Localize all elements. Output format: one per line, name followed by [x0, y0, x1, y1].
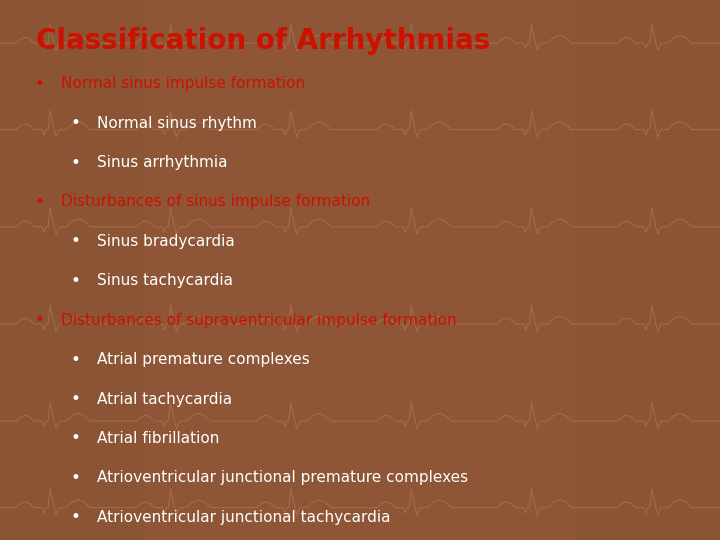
Text: •: • — [71, 429, 81, 448]
Text: •: • — [71, 153, 81, 172]
Text: •: • — [71, 350, 81, 369]
Text: Normal sinus rhythm: Normal sinus rhythm — [97, 116, 257, 131]
Text: •: • — [35, 311, 45, 329]
Text: Sinus arrhythmia: Sinus arrhythmia — [97, 155, 228, 170]
Text: •: • — [71, 390, 81, 408]
Text: •: • — [71, 469, 81, 487]
Text: Atrioventricular junctional tachycardia: Atrioventricular junctional tachycardia — [97, 510, 391, 525]
Text: •: • — [71, 232, 81, 251]
Text: Atrial tachycardia: Atrial tachycardia — [97, 392, 233, 407]
Text: •: • — [71, 114, 81, 132]
Text: Atrial premature complexes: Atrial premature complexes — [97, 352, 310, 367]
Bar — [144, 0, 576, 540]
Text: •: • — [35, 193, 45, 211]
Text: Sinus bradycardia: Sinus bradycardia — [97, 234, 235, 249]
Text: •: • — [71, 272, 81, 290]
Text: Normal sinus impulse formation: Normal sinus impulse formation — [61, 76, 305, 91]
Text: Disturbances of sinus impulse formation: Disturbances of sinus impulse formation — [61, 194, 370, 210]
Text: Disturbances of supraventricular impulse formation: Disturbances of supraventricular impulse… — [61, 313, 456, 328]
Text: •: • — [35, 75, 45, 93]
Text: •: • — [71, 508, 81, 526]
Text: Sinus tachycardia: Sinus tachycardia — [97, 273, 233, 288]
Text: Classification of Arrhythmias: Classification of Arrhythmias — [36, 27, 490, 55]
Text: Atrial fibrillation: Atrial fibrillation — [97, 431, 220, 446]
Text: Atrioventricular junctional premature complexes: Atrioventricular junctional premature co… — [97, 470, 468, 485]
